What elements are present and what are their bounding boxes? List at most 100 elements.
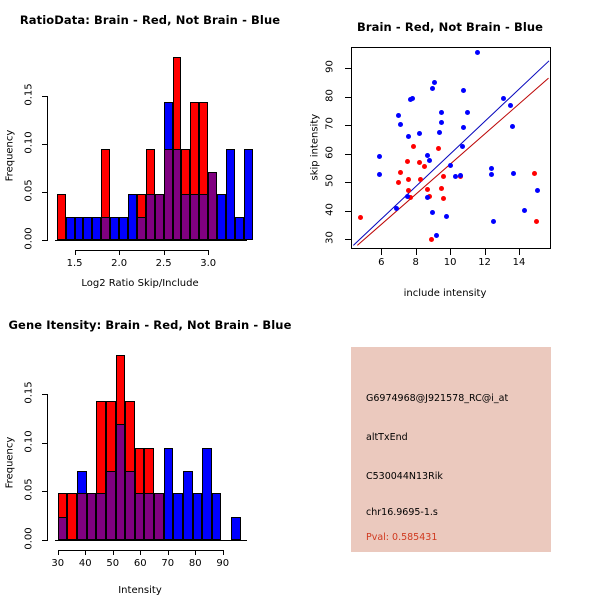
ratio-histogram-panel: RatioData: Brain - Red, Not Brain - Blue… [0,0,300,300]
scatter-point [406,188,412,194]
histogram-bar [56,193,66,240]
histogram-bar-overlap [190,193,200,240]
gene-info-box: G6974968@J921578_RC@i_at altTxEnd C53004… [351,347,551,552]
histogram-bar-overlap [115,424,126,540]
ratio-histogram-xlabel: Log2 Ratio Skip/Include [81,278,199,289]
x-axis-tick [519,249,520,255]
info-probe-id: G6974968@J921578_RC@i_at [366,393,509,404]
ratio-histogram-baseline [55,240,247,241]
histogram-bar-overlap [145,193,155,240]
scatter-point [406,176,412,182]
info-event-type: altTxEnd [366,432,408,443]
y-axis-tick-label: 0.00 [23,227,35,250]
scatter-point [439,185,445,191]
y-axis-line [47,393,48,540]
regression-line [357,77,549,246]
scatter-point [397,170,403,176]
y-axis-tick [42,393,48,395]
ratio-histogram-title: RatioData: Brain - Red, Not Brain - Blue [19,13,281,27]
y-axis-tick-label: 0.15 [23,82,35,106]
histogram-bar-overlap [208,171,218,240]
gene-histogram-xlabel: Intensity [118,585,162,596]
info-gene-symbol: C530044N13Rik [366,471,443,482]
y-axis-tick-label: 0.10 [23,430,35,453]
x-axis-line [74,250,209,251]
x-axis-tick-label: 2.0 [111,258,128,269]
scatter-point [511,171,517,177]
scatter-point [501,96,506,102]
y-axis-tick [345,182,351,184]
x-axis-tick [167,550,169,555]
x-axis-tick [112,550,114,555]
y-axis-tick [42,191,48,193]
x-axis-tick [74,250,76,255]
histogram-bar [92,216,102,240]
x-axis-tick [415,249,417,255]
x-axis-tick-label: 8 [412,257,419,268]
scatter-point [532,171,537,177]
scatter-xlabel: include intensity [403,288,487,299]
scatter-point [377,172,383,178]
y-axis-tick-label: 0.15 [23,381,35,404]
histogram-bar [110,216,120,240]
scatter-point [535,187,541,193]
scatter-point [439,119,445,125]
y-axis-tick-label: 90 [324,60,336,73]
histogram-bar-overlap [181,193,191,240]
scatter-ylabel: skip intensity [309,113,321,181]
scatter-point [461,88,467,94]
y-axis-tick [42,143,48,145]
ratio-histogram-bars [55,57,253,240]
scatter-point [418,176,424,182]
histogram-bar [128,193,137,240]
scatter-point [440,174,446,180]
scatter-panel: Brain - Red, Not Brain - Blue skip inten… [300,0,600,300]
y-axis-tick [345,239,351,241]
x-axis-tick-label: 6 [378,257,385,268]
scatter-point [432,79,438,85]
y-axis-tick [345,210,351,212]
gene-histogram-ylabel: Frequency [4,436,16,489]
histogram-bar [202,447,212,540]
scatter-point [425,195,431,201]
gene-histogram-baseline [55,540,247,541]
scatter-point [430,86,436,92]
y-axis-tick [345,125,351,127]
x-axis-tick-label: 3.0 [200,258,217,269]
scatter-point [395,112,401,118]
y-axis-tick-label: 0.05 [23,478,35,501]
scatter-point [425,152,431,158]
histogram-bar [182,470,193,540]
scatter-point [490,219,496,225]
scatter-point [404,158,410,164]
histogram-bar [234,216,244,240]
x-axis-tick-label: 2.5 [155,258,172,269]
scatter-point [433,232,439,238]
scatter-point [452,173,458,179]
histogram-bar-overlap [172,148,182,240]
scatter-point [459,143,465,149]
info-pval: Pval: 0.585431 [366,532,438,543]
scatter-point [488,165,494,171]
histogram-bar [211,493,222,540]
scatter-point [408,194,414,200]
histogram-bar [217,193,226,240]
x-axis-tick [140,550,142,555]
gene-info-panel: G6974968@J921578_RC@i_at altTxEnd C53004… [300,300,600,600]
scatter-point [416,131,422,137]
y-axis-tick [345,153,351,155]
scatter-point [435,145,441,151]
x-axis-tick-label: 10 [443,257,457,268]
scatter-point [447,162,453,168]
scatter-point [439,110,445,116]
x-axis-tick-label: 70 [161,558,175,569]
scatter-point [395,179,401,185]
y-axis-tick [345,96,351,98]
scatter-point [475,49,481,55]
x-axis-tick [450,249,452,255]
histogram-bar-overlap [105,470,116,540]
scatter-point [457,172,463,178]
x-axis-tick-label: 40 [78,558,92,569]
y-axis-tick-label: 0.00 [23,527,35,550]
scatter-point [406,133,412,139]
